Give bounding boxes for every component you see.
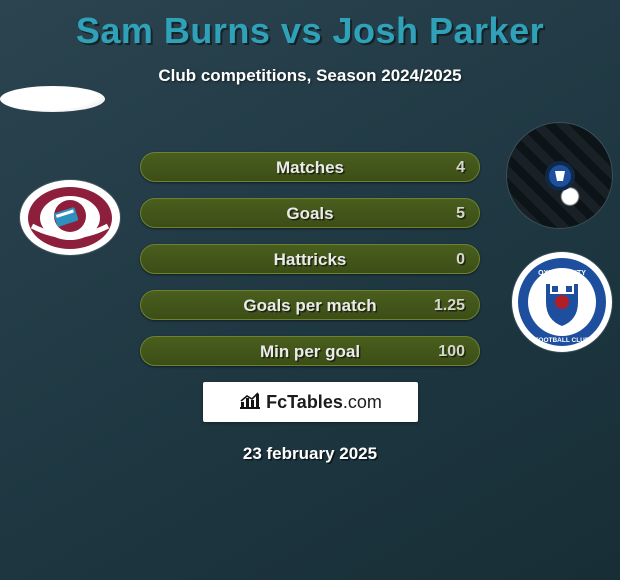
footer-logo-tld: .com	[343, 392, 382, 412]
stat-label: Min per goal	[141, 337, 479, 367]
stat-value: 100	[438, 337, 465, 367]
bar-chart-icon	[238, 390, 262, 415]
stat-value: 4	[456, 153, 465, 183]
footer-logo-brand: FcTables	[266, 392, 343, 412]
stat-row: Matches 4	[140, 152, 480, 182]
stat-row: Hattricks 0	[140, 244, 480, 274]
page-subtitle: Club competitions, Season 2024/2025	[0, 66, 620, 86]
stat-row: Goals 5	[140, 198, 480, 228]
stat-label: Goals per match	[141, 291, 479, 321]
page-title: Sam Burns vs Josh Parker	[0, 0, 620, 52]
stat-row: Goals per match 1.25	[140, 290, 480, 320]
stat-value: 0	[456, 245, 465, 275]
stat-label: Hattricks	[141, 245, 479, 275]
player-left-avatar	[0, 86, 105, 112]
footer-date: 23 february 2025	[0, 444, 620, 464]
stat-value: 5	[456, 199, 465, 229]
footer-logo: FcTables.com	[203, 382, 418, 422]
stat-label: Goals	[141, 199, 479, 229]
footer-logo-text: FcTables.com	[266, 392, 382, 413]
stat-row: Min per goal 100	[140, 336, 480, 366]
stat-value: 1.25	[434, 291, 465, 321]
stat-label: Matches	[141, 153, 479, 183]
stats-container: Matches 4 Goals 5 Hattricks 0 Goals per …	[0, 152, 620, 366]
